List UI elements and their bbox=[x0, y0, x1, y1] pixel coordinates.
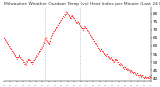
Text: Milwaukee Weather Outdoor Temp (vs) Heat Index per Minute (Last 24 Hours): Milwaukee Weather Outdoor Temp (vs) Heat… bbox=[4, 2, 160, 6]
